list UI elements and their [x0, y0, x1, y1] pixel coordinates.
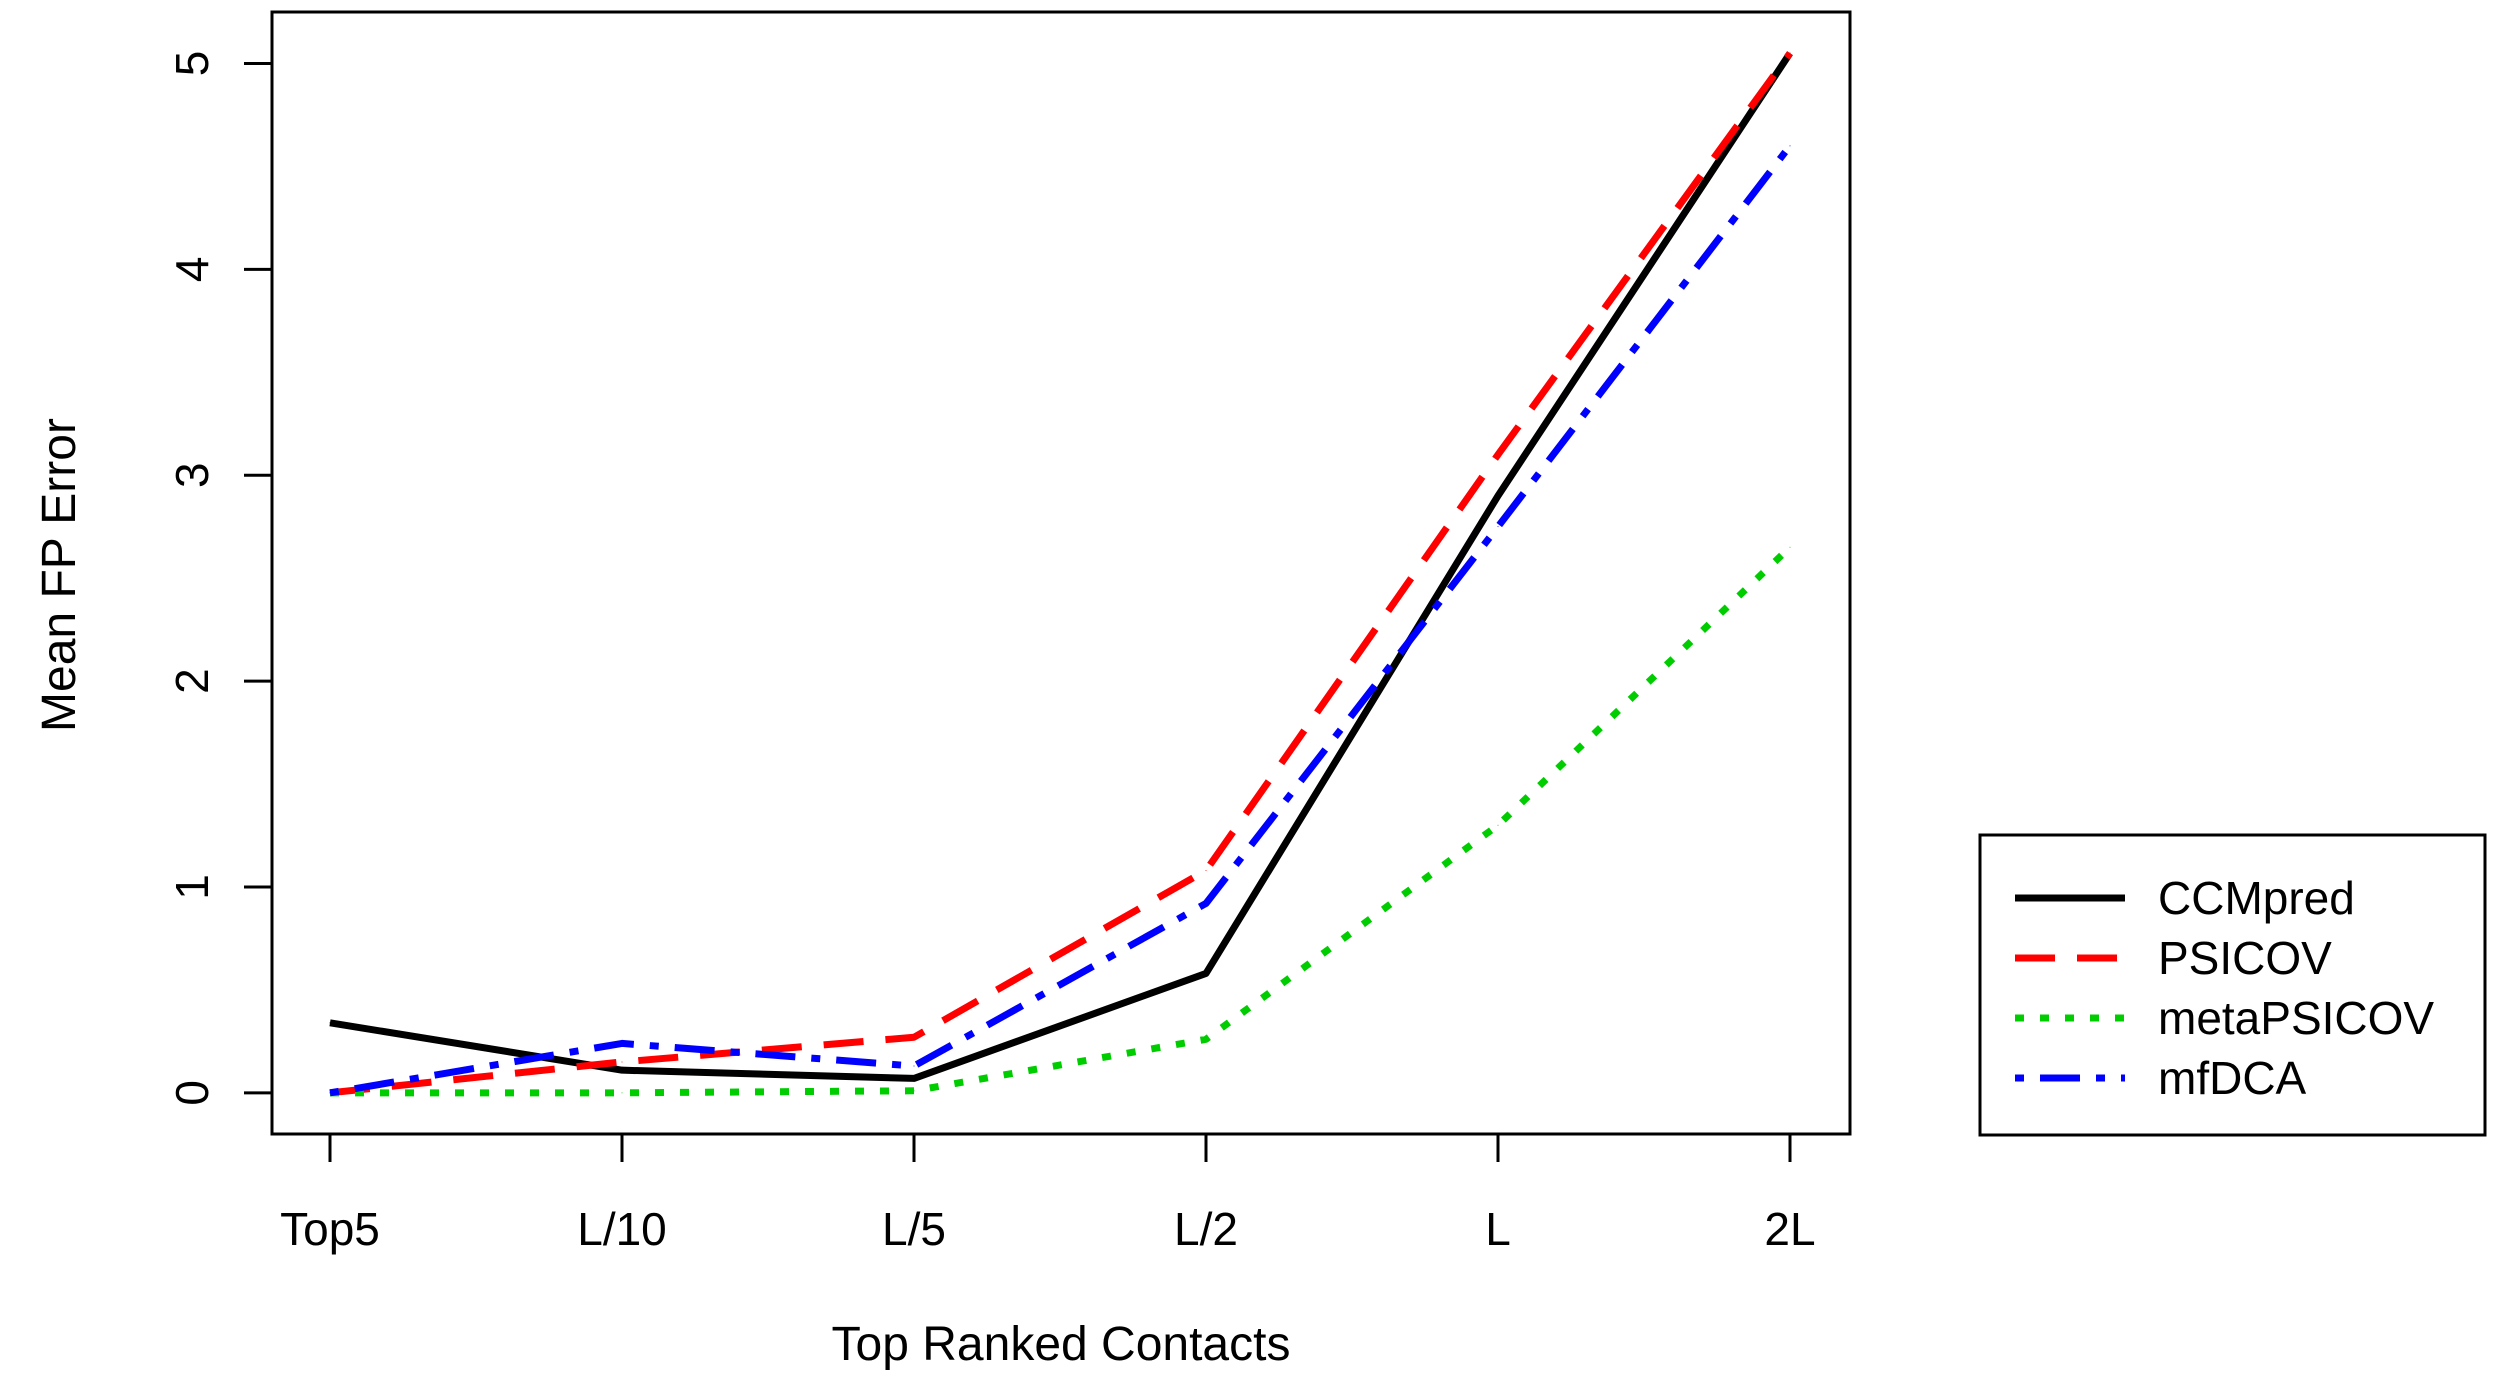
- y-tick-label: 1: [166, 874, 218, 900]
- y-axis-label: Mean FP Error: [33, 418, 86, 732]
- series-line-metapsicov: [330, 544, 1793, 1097]
- data-point-mfdca: [1789, 145, 1791, 147]
- data-point-metapsicov: [1789, 546, 1791, 548]
- x-tick-label: 2L: [1764, 1203, 1815, 1255]
- data-point-psicov: [913, 1036, 915, 1038]
- series-layer: [329, 51, 1793, 1097]
- series-line-mfdca: [329, 143, 1793, 1097]
- data-point-metapsicov: [621, 1092, 623, 1094]
- x-tick-label: L/5: [882, 1203, 946, 1255]
- data-point-ccmpred: [1497, 495, 1499, 497]
- data-point-mfdca: [621, 1042, 623, 1044]
- legend: CCMpred PSICOV metaPSICOV mfDCA: [1978, 833, 2487, 1137]
- data-point-mfdca: [913, 1065, 915, 1067]
- series-line-ccmpred: [329, 51, 1793, 1082]
- series-line-psicov: [329, 51, 1793, 1097]
- data-point-metapsicov: [1497, 824, 1499, 826]
- x-tick-label: Top5: [280, 1203, 380, 1255]
- y-axis: 0 1 2 3 4 5: [166, 51, 274, 1106]
- y-tick-label: 5: [166, 51, 218, 77]
- x-axis: Top5 L/10 L/5 L/2 L 2L: [280, 1132, 1816, 1255]
- x-tick-label: L: [1485, 1203, 1511, 1255]
- data-point-ccmpred: [913, 1077, 915, 1079]
- y-tick-label: 3: [166, 462, 218, 488]
- data-point-ccmpred: [1205, 972, 1207, 974]
- x-tick-label: L/10: [577, 1203, 667, 1255]
- data-point-mfdca: [329, 1092, 331, 1094]
- legend-label-metapsicov: metaPSICOV: [2158, 992, 2434, 1044]
- data-point-mfdca: [1205, 902, 1207, 904]
- legend-label-psicov: PSICOV: [2158, 932, 2332, 984]
- y-tick-label: 2: [166, 668, 218, 694]
- data-point-mfdca: [1497, 526, 1499, 528]
- plot-frame: [270, 10, 1852, 1136]
- data-point-ccmpred: [329, 1022, 331, 1024]
- data-point-metapsicov: [1205, 1038, 1207, 1040]
- data-point-psicov: [621, 1061, 623, 1063]
- legend-label-mfdca: mfDCA: [2158, 1052, 2307, 1104]
- legend-label-ccmpred: CCMpred: [2158, 872, 2355, 924]
- y-tick-label: 0: [166, 1080, 218, 1106]
- data-point-psicov: [1205, 869, 1207, 871]
- x-axis-label: Top Ranked Contacts: [832, 1318, 1291, 1371]
- legend-box: [1978, 833, 2487, 1137]
- data-point-ccmpred: [621, 1069, 623, 1071]
- x-tick-label: L/2: [1174, 1203, 1238, 1255]
- data-point-psicov: [1497, 454, 1499, 456]
- data-point-metapsicov: [913, 1090, 915, 1092]
- data-point-psicov: [1789, 52, 1791, 54]
- y-tick-label: 4: [166, 257, 218, 283]
